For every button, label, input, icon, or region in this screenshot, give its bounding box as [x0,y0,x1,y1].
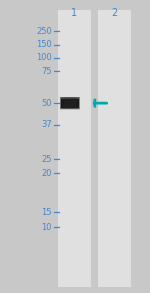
Bar [62,99,78,107]
Bar [61,98,79,108]
Text: 100: 100 [36,53,52,62]
Text: 1: 1 [71,8,77,18]
Text: 10: 10 [41,223,52,231]
Bar [61,97,79,109]
Bar [61,98,79,109]
Text: 250: 250 [36,27,52,36]
Bar [62,99,78,107]
Text: 2: 2 [111,8,117,18]
Text: 15: 15 [41,208,52,217]
Text: 37: 37 [41,120,52,129]
Bar [98,10,130,287]
Bar [61,98,79,108]
Text: 75: 75 [41,67,52,76]
Bar [61,98,79,108]
Text: 20: 20 [41,169,52,178]
Bar [61,98,79,108]
Bar [61,99,79,108]
Bar [61,98,78,108]
Bar [60,97,80,110]
Bar [62,99,78,107]
Bar [61,99,78,108]
Text: 150: 150 [36,40,52,49]
Bar [60,97,80,109]
Text: 50: 50 [41,99,52,108]
Bar [62,97,78,109]
Bar [62,100,77,107]
Bar [63,100,77,107]
Bar [60,97,80,109]
Bar [60,98,79,109]
Bar [62,99,78,108]
Bar [64,97,76,109]
Text: 25: 25 [41,155,52,164]
Bar [62,99,78,107]
Bar [60,97,80,109]
Bar [60,97,80,109]
Bar [58,10,91,287]
